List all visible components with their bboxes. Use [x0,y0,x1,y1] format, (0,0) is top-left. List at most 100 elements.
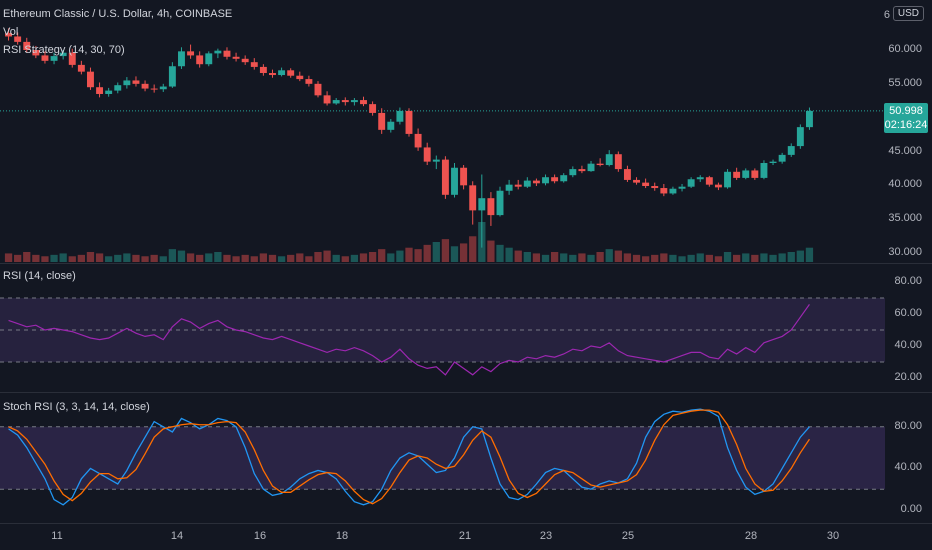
volume-bar [223,254,231,262]
volume-bar [68,256,76,262]
stoch-pane[interactable] [0,393,932,523]
volume-bar [560,253,568,262]
price-axis-label: 40.000 [888,178,922,191]
pane-separator[interactable] [0,392,932,393]
stoch-rsi-label[interactable]: Stoch RSI (3, 3, 14, 14, close) [3,401,150,413]
volume-indicator-label[interactable]: Vol [3,26,19,38]
stoch-axis-label: 80.00 [894,419,922,432]
volume-bar [414,249,422,262]
rsi-axis-label: 80.00 [894,275,922,287]
price-axis-label: 35.000 [888,212,922,225]
volume-bar [123,253,131,262]
volume-bar [532,253,541,262]
price-axis-label: 60.000 [888,43,922,55]
candle-body [168,66,176,87]
stoch-axis-label: 40.00 [894,461,922,474]
volume-bar [277,256,286,262]
volume-bar [196,254,204,262]
volume-bar [423,244,431,262]
candle-body [105,90,113,94]
volume-bar [378,249,386,262]
candle-body [68,52,76,65]
volume-bar [214,252,222,262]
time-axis-label: 30 [826,530,840,542]
candle-body [796,127,804,147]
volume-bar [696,253,704,262]
pane-separator[interactable] [0,263,932,264]
volume-bar [596,252,604,262]
volume-bar [459,243,468,262]
volume-bar [705,254,713,262]
volume-bar [314,252,322,262]
volume-bar [232,256,240,262]
strategy-label[interactable]: RSI Strategy (14, 30, 70) [3,44,125,56]
stoch-rsi-chart[interactable] [0,393,932,523]
candle-body [605,154,613,166]
volume-bar [632,254,641,262]
volume-bar [778,253,786,262]
candle-body [396,110,404,122]
candle-body [232,56,240,59]
volume-bar [742,253,750,262]
price-pane[interactable] [0,0,932,263]
volume-bar [787,252,795,262]
candle-body [751,170,759,178]
candle-body [123,80,131,86]
volume-bar [105,256,113,262]
time-axis-label: 11 [51,530,63,542]
candle-body [532,180,540,184]
volume-bar [733,254,741,262]
candle-body [724,171,731,188]
candle-body [678,186,686,189]
candle-body [578,169,586,172]
volume-bar [50,254,58,262]
rsi-pane[interactable] [0,264,932,392]
candle-body [360,100,367,105]
candle-body [660,188,668,194]
candle-body [623,169,631,180]
candle-body [205,53,213,65]
candle-body [159,86,167,90]
rsi-axis-label: 60.00 [894,307,922,319]
candle-body [569,169,577,176]
candle-body [760,163,768,178]
time-axis-label: 25 [621,530,635,542]
time-axis-label: 16 [253,530,267,542]
volume-bar [305,256,313,262]
candle-body [696,177,704,180]
candle-body [14,36,22,42]
candle-body [742,170,750,178]
time-axis-label: 14 [170,530,184,542]
candle-body [614,154,622,170]
time-axis-label: 23 [539,530,553,542]
candle-body [287,70,295,76]
rsi-chart[interactable] [0,264,932,392]
volume-bar [323,250,331,262]
volume-bar [287,254,295,262]
symbol-title: Ethereum Classic / U.S. Dollar, 4h, COIN… [3,8,233,20]
volume-bar [587,254,595,262]
last-price-value: 50.998 [889,105,923,117]
candle-body [451,167,458,195]
candle-body [587,163,595,172]
volume-bar [760,253,768,262]
rsi-line [8,304,810,376]
volume-bar [268,254,277,262]
candle-body [241,58,249,63]
candle-body [651,186,659,189]
candle-body [560,175,568,182]
candlestick-chart[interactable] [0,0,932,263]
candle-body [596,163,604,166]
volume-bar [141,256,149,262]
candle-body [423,147,431,162]
volume-bar [159,256,167,262]
candle-body [514,184,522,187]
volume-bar [405,247,413,262]
candle-body [187,51,195,56]
rsi-label[interactable]: RSI (14, close) [3,270,76,282]
volume-bar [341,256,349,262]
candle-body [405,110,413,134]
time-axis-label: 28 [744,530,758,542]
volume-bar [387,253,395,262]
currency-button[interactable]: USD [892,6,924,21]
